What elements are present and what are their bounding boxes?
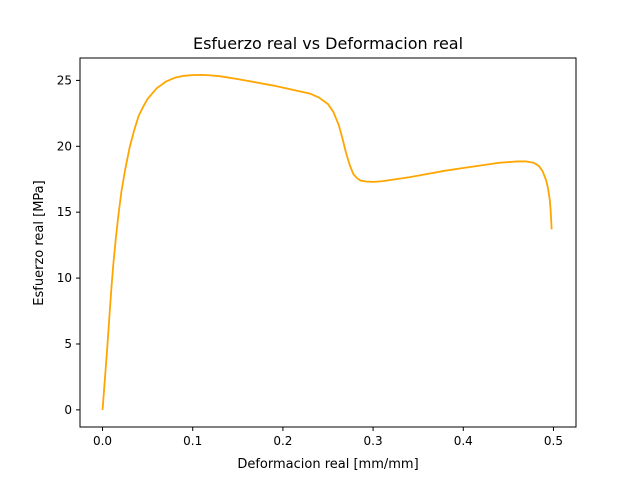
x-tick-label: 0.2 bbox=[273, 434, 292, 448]
chart-title: Esfuerzo real vs Deformacion real bbox=[193, 34, 463, 53]
y-tick-label: 15 bbox=[57, 205, 72, 219]
x-tick-label: 0.5 bbox=[544, 434, 563, 448]
y-axis-ticks: 0 5 10 15 20 25 bbox=[57, 73, 80, 417]
y-axis-label: Esfuerzo real [MPa] bbox=[32, 180, 47, 305]
x-axis-ticks: 0.0 0.1 0.2 0.3 0.4 0.5 bbox=[93, 427, 563, 448]
x-tick-label: 0.3 bbox=[364, 434, 383, 448]
y-tick-label: 0 bbox=[64, 403, 72, 417]
y-tick-label: 5 bbox=[64, 337, 72, 351]
x-tick-label: 0.0 bbox=[93, 434, 112, 448]
x-tick-label: 0.4 bbox=[454, 434, 473, 448]
y-tick-label: 10 bbox=[57, 271, 72, 285]
x-axis-label: Deformacion real [mm/mm] bbox=[237, 457, 418, 472]
stress-strain-line bbox=[101, 73, 553, 410]
y-tick-label: 20 bbox=[57, 139, 72, 153]
plot-series-group bbox=[101, 73, 553, 410]
x-tick-label: 0.1 bbox=[183, 434, 202, 448]
plot-area-frame bbox=[79, 57, 577, 428]
y-tick-label: 25 bbox=[57, 73, 72, 87]
